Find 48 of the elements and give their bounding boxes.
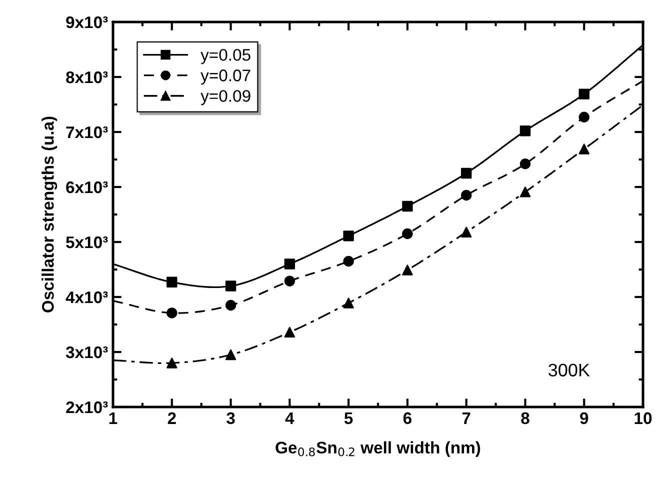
point bbox=[402, 264, 413, 276]
point bbox=[343, 298, 354, 308]
annotation: 300K bbox=[548, 364, 590, 376]
point bbox=[166, 308, 178, 318]
x-tick-label: 7 bbox=[462, 412, 470, 424]
point bbox=[520, 158, 531, 170]
point bbox=[166, 276, 178, 288]
point bbox=[520, 126, 531, 136]
point bbox=[284, 258, 296, 270]
point bbox=[225, 300, 236, 311]
point bbox=[402, 200, 413, 212]
y-tick-label: 8x10³ bbox=[66, 71, 108, 84]
x-tick-label: 10 bbox=[634, 412, 652, 424]
y-tick-label: 6x10³ bbox=[66, 181, 108, 194]
legend-label: y=0.09 bbox=[200, 90, 250, 106]
y-tick-label: 4x10³ bbox=[66, 291, 108, 304]
y-axis-title: Oscillator strengths (u.a) bbox=[42, 116, 58, 312]
point bbox=[343, 230, 354, 242]
y-tick-label: 3x10³ bbox=[66, 346, 108, 358]
x-tick-label: 5 bbox=[344, 412, 353, 424]
y-tick-label: 2x10³ bbox=[66, 401, 108, 414]
point bbox=[460, 168, 472, 179]
point bbox=[402, 228, 413, 240]
y-tick-label: 7x10³ bbox=[66, 126, 108, 138]
x-axis-title: Ge$_{0.8}$Sn$_{0.2}$ well width (nm) bbox=[276, 441, 480, 457]
point bbox=[460, 226, 472, 238]
point bbox=[225, 280, 236, 292]
point bbox=[578, 112, 590, 123]
y-tick-label: 9x10³ bbox=[66, 16, 108, 28]
point bbox=[225, 349, 236, 360]
y-tick-label: 5x10³ bbox=[66, 236, 108, 248]
x-tick-label: 6 bbox=[403, 412, 412, 424]
legend-label: y=0.05 bbox=[200, 48, 250, 64]
point bbox=[578, 88, 590, 100]
legend-label: y=0.07 bbox=[200, 70, 250, 85]
point bbox=[284, 276, 296, 286]
x-tick-label: 1 bbox=[109, 412, 118, 424]
x-tick-label: 9 bbox=[580, 412, 588, 424]
point bbox=[166, 358, 178, 368]
point bbox=[520, 186, 531, 198]
point bbox=[343, 256, 354, 267]
x-tick-label: 8 bbox=[521, 412, 530, 424]
x-tick-label: 4 bbox=[285, 412, 294, 424]
point bbox=[284, 326, 296, 338]
point bbox=[578, 144, 590, 154]
x-tick-label: 3 bbox=[226, 412, 235, 424]
point bbox=[460, 190, 472, 201]
x-tick-label: 2 bbox=[168, 412, 176, 424]
